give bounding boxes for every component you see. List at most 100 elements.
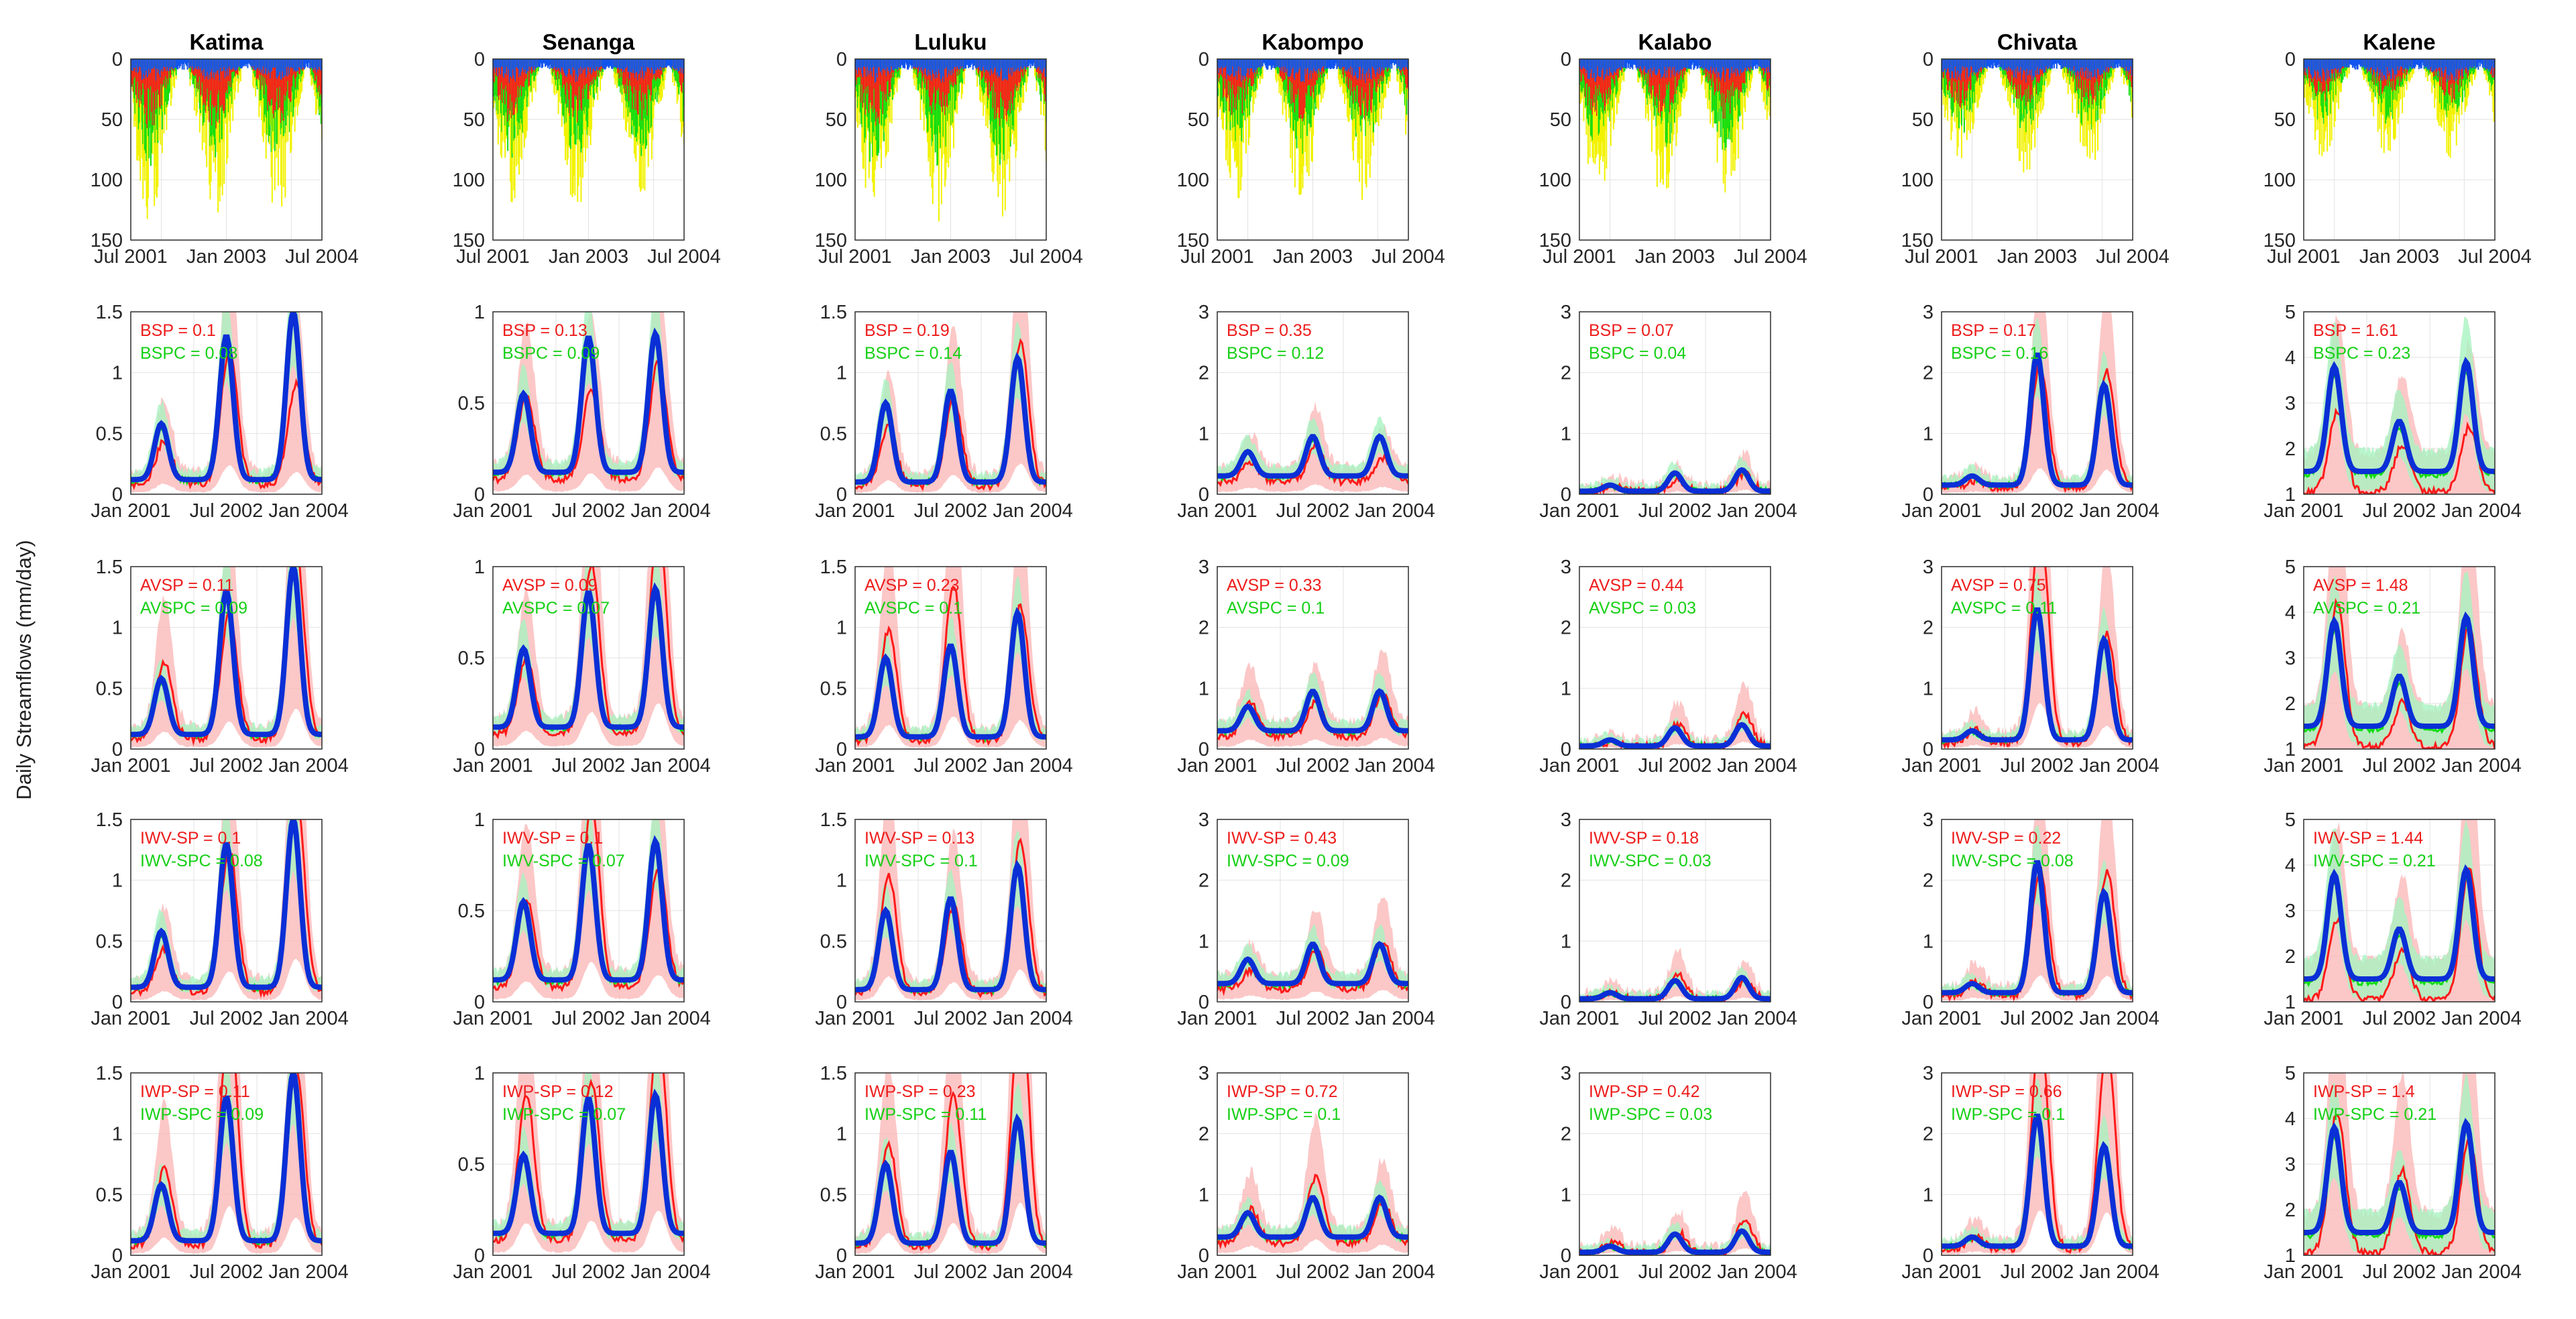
sp-stat-annotation: IWV-SP = 0.13 xyxy=(864,829,974,848)
y-tick-label: 50 xyxy=(826,109,847,131)
x-tick-label: Jan 2001 xyxy=(815,1008,895,1029)
station-title-senanga: Senanga xyxy=(543,30,635,54)
x-tick-label: Jul 2001 xyxy=(1543,246,1616,268)
x-tick-label: Jan 2004 xyxy=(630,500,710,522)
x-tick-label: Jan 2001 xyxy=(1539,755,1619,777)
station-title-chivata: Chivata xyxy=(1997,30,2078,54)
y-tick-label: 1 xyxy=(474,1063,485,1084)
y-tick-label: 0 xyxy=(474,49,485,70)
y-tick-label: 0.5 xyxy=(458,393,485,414)
y-tick-label: 2 xyxy=(1561,1124,1571,1145)
y-tick-label: 3 xyxy=(1561,1063,1571,1084)
y-tick-label: 1 xyxy=(1198,1184,1209,1206)
x-tick-label: Jan 2001 xyxy=(91,500,170,522)
sp-stat-annotation: AVSP = 0.23 xyxy=(864,576,960,595)
spc-stat-annotation: BSPC = 0.14 xyxy=(864,344,962,363)
y-tick-label: 50 xyxy=(463,109,485,131)
x-tick-label: Jan 2004 xyxy=(993,755,1072,777)
x-tick-label: Jan 2004 xyxy=(1355,1261,1435,1283)
x-tick-label: Jan 2003 xyxy=(911,246,991,268)
spc-stat-annotation: IWV-SPC = 0.08 xyxy=(140,852,263,870)
y-tick-label: 2 xyxy=(1198,618,1209,639)
x-tick-label: Jan 2003 xyxy=(549,246,628,268)
y-tick-label: 0.5 xyxy=(458,648,485,669)
y-tick-label: 50 xyxy=(1188,109,1209,131)
spc-stat-annotation: IWV-SPC = 0.09 xyxy=(1227,852,1349,870)
y-tick-label: 1.5 xyxy=(820,557,847,578)
x-tick-label: Jul 2002 xyxy=(552,755,626,777)
y-tick-label: 3 xyxy=(1561,557,1571,578)
x-tick-label: Jan 2001 xyxy=(1177,1261,1257,1283)
y-tick-label: 3 xyxy=(1198,1063,1209,1084)
y-tick-label: 0.5 xyxy=(820,678,847,699)
sp-stat-annotation: IWP-SP = 0.42 xyxy=(1589,1082,1700,1101)
y-tick-label: 1.5 xyxy=(96,1063,123,1084)
sp-stat-annotation: IWV-SP = 0.18 xyxy=(1589,829,1699,848)
y-tick-label: 1 xyxy=(1561,931,1571,952)
x-tick-label: Jan 2004 xyxy=(993,1261,1072,1283)
x-tick-label: Jan 2001 xyxy=(1177,755,1257,777)
y-tick-label: 0 xyxy=(1561,49,1571,70)
y-tick-label: 100 xyxy=(91,170,123,191)
y-tick-label: 0.5 xyxy=(96,931,123,952)
y-tick-label: 1 xyxy=(836,870,847,892)
sp-stat-annotation: BSP = 0.13 xyxy=(502,321,587,340)
y-tick-label: 100 xyxy=(453,170,485,191)
x-tick-label: Jan 2001 xyxy=(1539,500,1619,522)
x-tick-label: Jul 2002 xyxy=(190,1261,264,1283)
x-tick-label: Jan 2004 xyxy=(1717,500,1797,522)
y-tick-label: 1 xyxy=(112,1124,123,1145)
x-tick-label: Jan 2004 xyxy=(1717,1261,1797,1283)
station-title-luluku: Luluku xyxy=(914,30,987,54)
station-title-katima: Katima xyxy=(189,30,264,54)
x-tick-label: Jan 2001 xyxy=(815,755,895,777)
y-tick-label: 1 xyxy=(1198,931,1209,952)
y-tick-label: 0 xyxy=(112,49,123,70)
x-tick-label: Jul 2001 xyxy=(1180,246,1254,268)
x-tick-label: Jan 2001 xyxy=(91,1261,170,1283)
y-tick-label: 1 xyxy=(112,870,123,892)
x-tick-label: Jan 2001 xyxy=(453,755,533,777)
spc-stat-annotation: AVSPC = 0.03 xyxy=(1589,599,1696,618)
x-tick-label: Jan 2004 xyxy=(630,755,710,777)
sp-stat-annotation: IWP-SP = 0.23 xyxy=(864,1082,976,1101)
x-tick-label: Jan 2004 xyxy=(993,1008,1072,1029)
x-tick-label: Jul 2001 xyxy=(818,246,892,268)
spc-stat-annotation: IWV-SPC = 0.1 xyxy=(864,852,978,870)
spc-stat-annotation: IWP-SPC = 0.09 xyxy=(140,1105,264,1124)
y-tick-label: 1 xyxy=(1198,423,1209,445)
y-tick-label: 100 xyxy=(1539,170,1571,191)
x-tick-label: Jul 2002 xyxy=(1276,500,1350,522)
sp-stat-annotation: IWP-SP = 0.11 xyxy=(140,1082,250,1101)
x-tick-label: Jul 2002 xyxy=(1638,500,1712,522)
sp-stat-annotation: IWP-SP = 0.12 xyxy=(502,1082,614,1101)
x-tick-label: Jan 2001 xyxy=(453,1261,533,1283)
y-tick-label: 50 xyxy=(101,109,123,131)
x-tick-label: Jan 2004 xyxy=(630,1261,710,1283)
y-tick-label: 1.5 xyxy=(820,809,847,831)
x-tick-label: Jul 2004 xyxy=(1371,246,1445,268)
y-tick-label: 2 xyxy=(1198,1124,1209,1145)
sp-stat-annotation: IWP-SP = 0.72 xyxy=(1227,1082,1338,1101)
spc-stat-annotation: AVSPC = 0.1 xyxy=(864,599,962,618)
sp-stat-annotation: AVSP = 0.33 xyxy=(1227,576,1322,595)
y-tick-label: 0.5 xyxy=(820,1184,847,1206)
x-tick-label: Jan 2001 xyxy=(1177,500,1257,522)
x-tick-label: Jan 2004 xyxy=(1355,500,1435,522)
